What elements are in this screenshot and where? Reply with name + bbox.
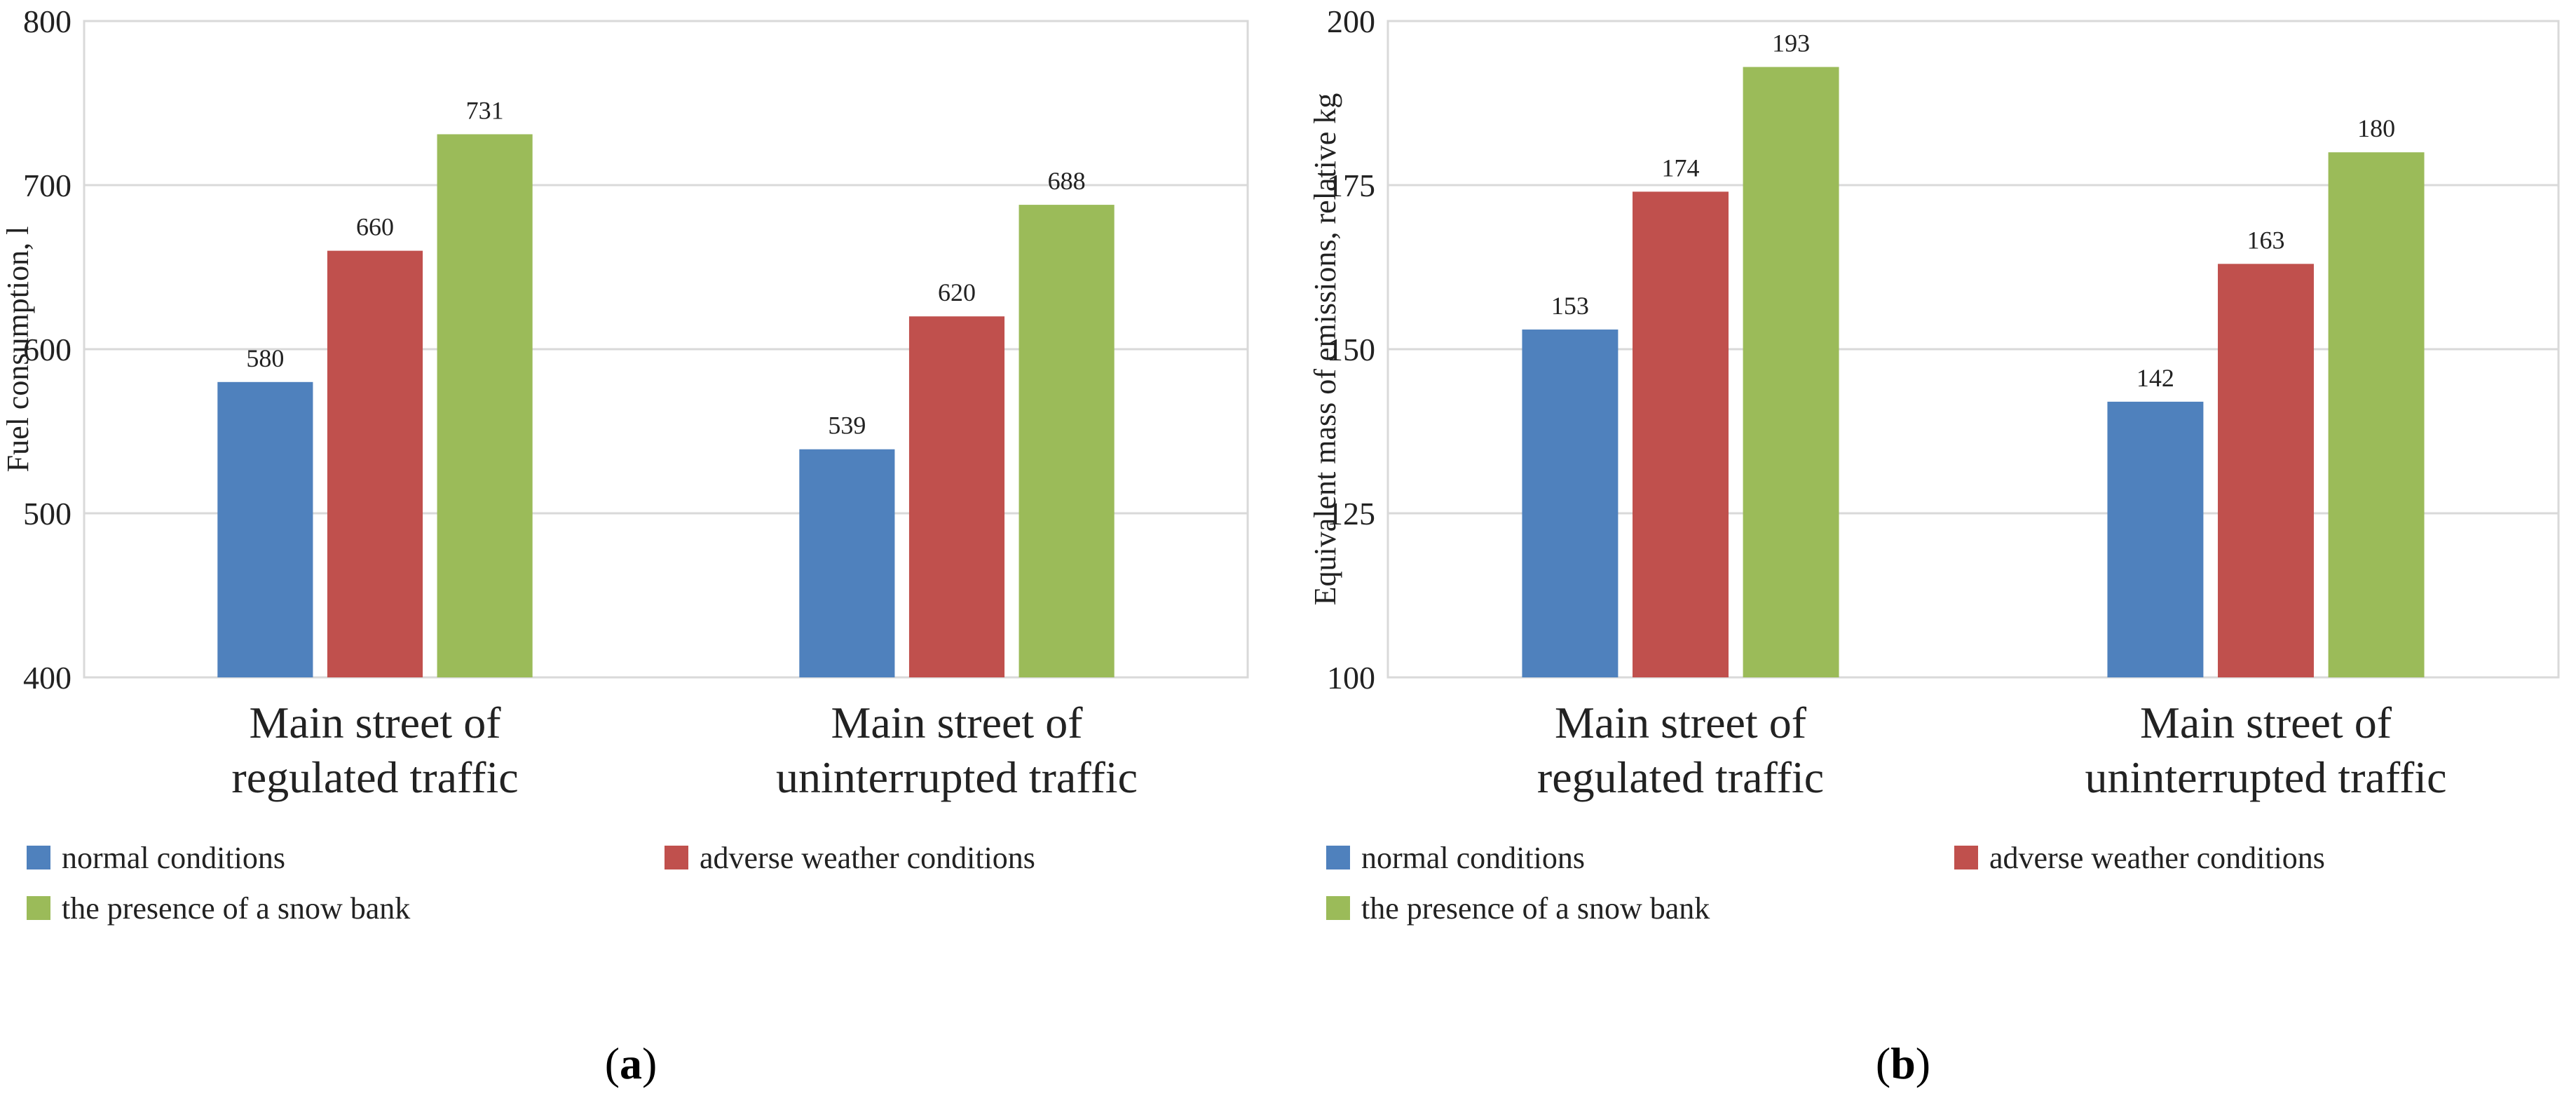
bar: [217, 381, 313, 677]
bar: [1743, 67, 1839, 677]
legend-label: the presence of a snow bank: [1361, 891, 1710, 926]
legend-swatch: [27, 896, 50, 920]
chart-b: 100 125 150 175 200 Equivalent mass of emissi…: [1308, 4, 2560, 926]
data-label: 142: [2137, 364, 2174, 392]
bar: [327, 250, 423, 678]
category-label: Main street of: [250, 698, 502, 747]
data-label: 180: [2357, 114, 2395, 142]
panel-label-a: (a): [604, 1038, 657, 1088]
data-label: 731: [466, 96, 504, 124]
y-tick-label: 175: [1327, 168, 1375, 203]
bar: [1522, 329, 1618, 677]
bar: [437, 134, 533, 677]
bar: [2218, 264, 2314, 677]
category-label: regulated traffic: [1537, 752, 1824, 802]
data-label: 580: [246, 344, 284, 372]
legend-swatch: [1954, 846, 1978, 869]
data-label: 620: [938, 278, 976, 306]
bar: [799, 449, 895, 677]
y-tick-label: 150: [1327, 332, 1375, 367]
y-tick-label: 800: [23, 4, 71, 39]
category-label: Main street of: [1555, 698, 1807, 747]
category-label: uninterrupted traffic: [776, 752, 1138, 802]
category-label: regulated traffic: [231, 752, 518, 802]
legend-label: adverse weather conditions: [700, 841, 1035, 875]
bar: [2107, 401, 2204, 677]
legend-label: the presence of a snow bank: [62, 891, 410, 926]
legend-swatch: [1326, 896, 1350, 920]
y-tick-label: 600: [23, 332, 71, 367]
bar: [1018, 205, 1115, 678]
legend-label: normal conditions: [62, 841, 285, 875]
category-label: Main street of: [2140, 698, 2392, 747]
data-label: 539: [828, 412, 866, 440]
y-axis-label: Fuel consumption, l: [1, 226, 35, 473]
legend-swatch: [665, 846, 688, 869]
y-tick-label: 400: [23, 660, 71, 696]
data-label: 174: [1662, 154, 1700, 182]
legend-label: adverse weather conditions: [1989, 841, 2325, 875]
bar: [1633, 191, 1729, 677]
data-label: 688: [1048, 167, 1086, 195]
y-tick-label: 125: [1327, 496, 1375, 532]
data-label: 660: [356, 213, 394, 241]
data-label: 163: [2247, 226, 2285, 254]
panel-label-b: (b): [1875, 1038, 1931, 1088]
legend-swatch: [1326, 846, 1350, 869]
y-tick-label: 200: [1327, 4, 1375, 39]
y-tick-label: 100: [1327, 660, 1375, 696]
category-label: uninterrupted traffic: [2085, 752, 2447, 802]
y-tick-label: 500: [23, 496, 71, 532]
y-tick-label: 700: [23, 168, 71, 203]
legend-swatch: [27, 846, 50, 869]
data-label: 193: [1772, 29, 1810, 57]
bar: [908, 316, 1005, 677]
chart-a: 400 500 600 700 800 Fuel consumption, l 580 660…: [1, 4, 1249, 926]
y-axis-label: Equivalent mass of emissions, relative k…: [1308, 93, 1342, 606]
legend-label: normal conditions: [1361, 841, 1585, 875]
category-label: Main street of: [831, 698, 1084, 747]
bar: [2328, 152, 2425, 677]
data-label: 153: [1551, 292, 1589, 320]
